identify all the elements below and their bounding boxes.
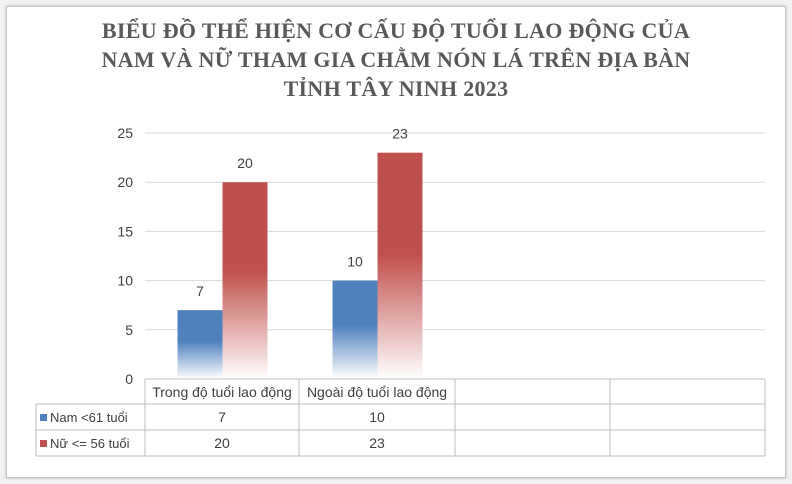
chart-title-line-2: NAM VÀ NỮ THAM GIA CHẰM NÓN LÁ TRÊN ĐỊA … [101, 47, 691, 72]
data-label: 20 [237, 155, 253, 171]
legend-label-nu: Nữ <= 56 tuổi [50, 435, 130, 451]
y-tick-label: 20 [117, 174, 133, 190]
bar [377, 152, 423, 379]
bar [332, 280, 378, 379]
data-label: 10 [347, 254, 363, 270]
y-tick-label: 0 [125, 371, 133, 387]
legend-swatch-nu [40, 439, 47, 447]
legend-series-1: Nam <61 tuổi [36, 404, 145, 430]
table-value-nam-1: 7 [218, 409, 226, 425]
table-category-1: Trong độ tuổi lao động [152, 383, 292, 400]
y-tick-label: 10 [117, 273, 133, 289]
chart-title: BIỂU ĐỒ THỂ HIỆN CƠ CẤU ĐỘ TUỔI LAO ĐỘNG… [0, 16, 792, 103]
table-category-2: Ngoài độ tuổi lao động [306, 383, 448, 400]
data-label: 23 [392, 126, 408, 142]
y-tick-label: 15 [117, 223, 133, 239]
table-value-nam-2: 10 [369, 409, 385, 425]
chart-title-line-1: BIỂU ĐỒ THỂ HIỆN CƠ CẤU ĐỘ TUỔI LAO ĐỘNG… [101, 18, 691, 43]
legend-label-nam: Nam <61 tuổi [50, 409, 128, 425]
table-value-nu-1: 20 [214, 435, 230, 451]
legend-series-2: Nữ <= 56 tuổi [36, 430, 145, 456]
table-value-nu-2: 23 [369, 435, 385, 451]
data-label: 7 [196, 283, 204, 299]
bar [222, 182, 268, 379]
y-tick-label: 5 [125, 322, 133, 338]
bar [177, 310, 223, 379]
chart-title-line-3: TỈNH TÂY NINH 2023 [283, 76, 509, 101]
legend-swatch-nam [40, 413, 47, 421]
y-tick-label: 25 [117, 125, 133, 141]
